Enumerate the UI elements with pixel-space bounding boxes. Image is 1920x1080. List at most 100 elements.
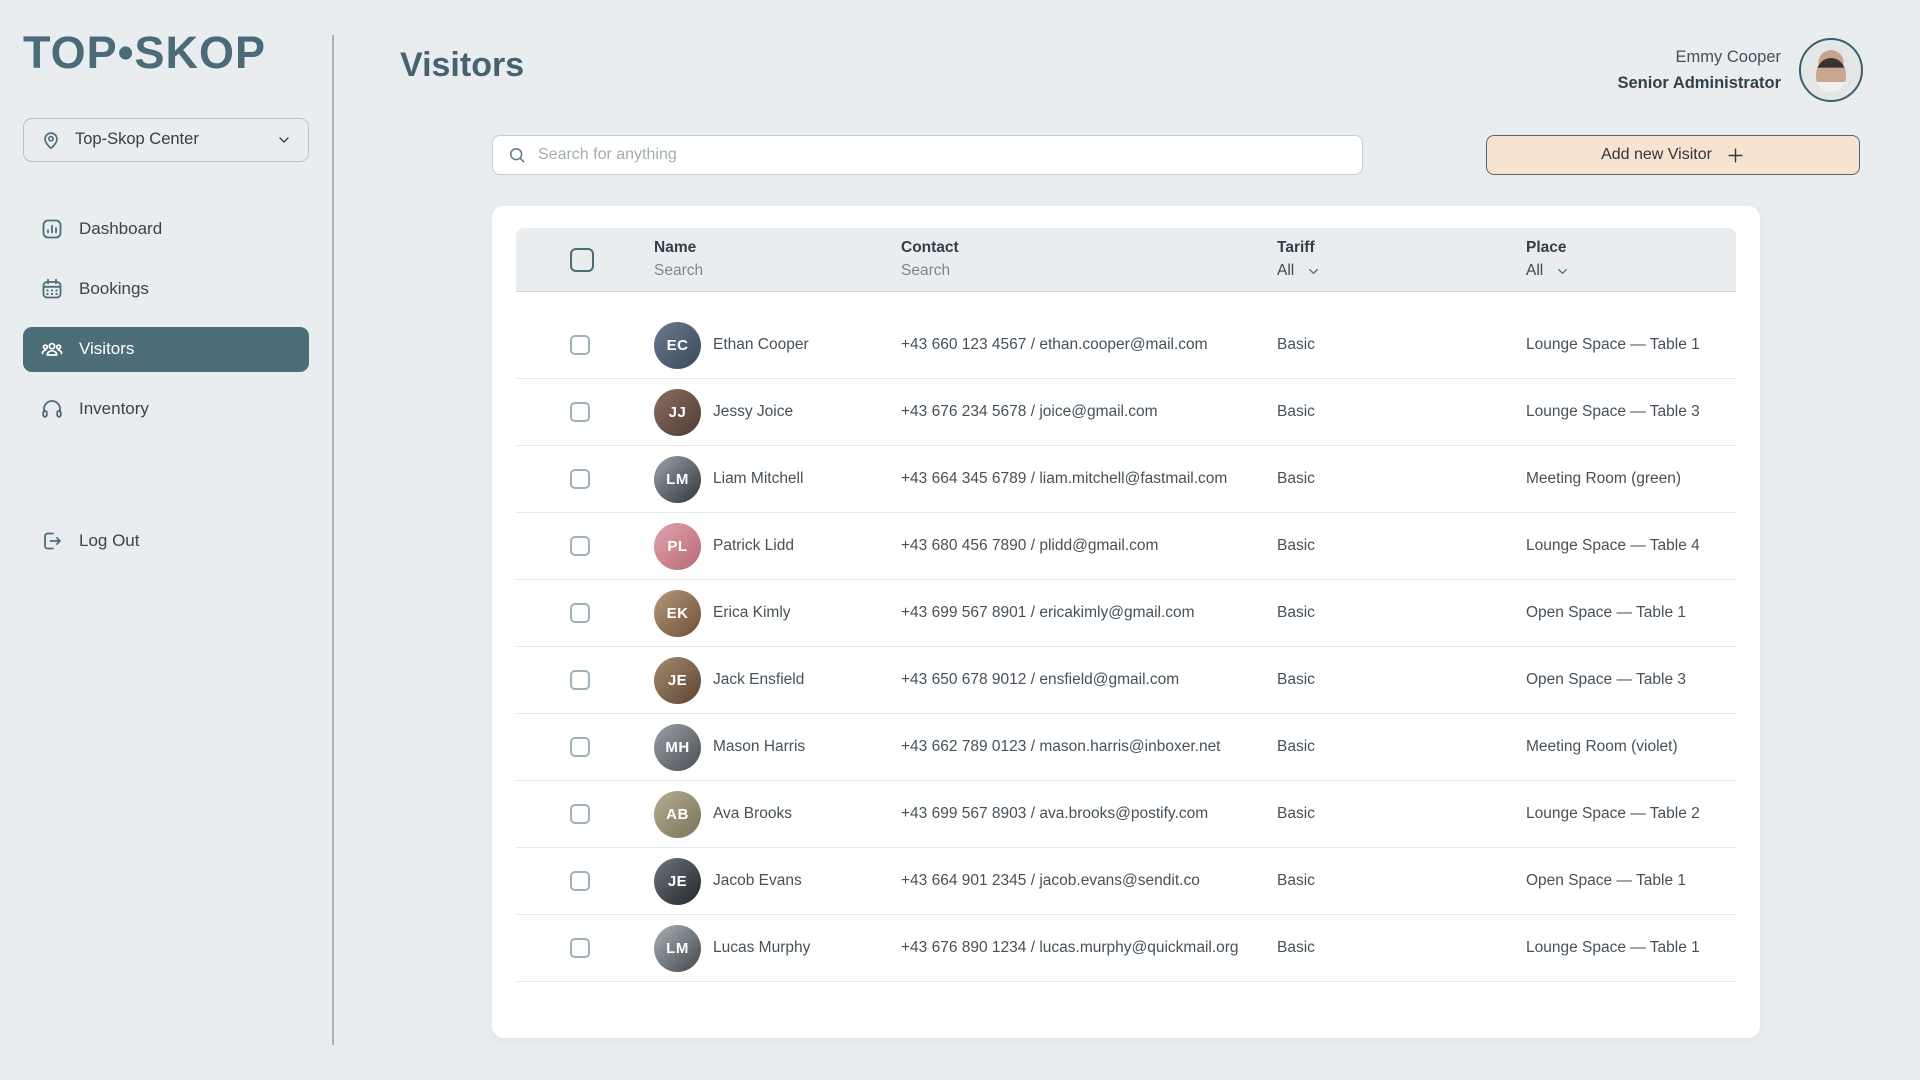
user-name: Emmy Cooper	[1675, 47, 1781, 66]
visitor-name: Jacob Evans	[713, 872, 802, 889]
row-checkbox[interactable]	[570, 536, 590, 556]
table-row[interactable]: AB Ava Brooks +43 699 567 8903 / ava.bro…	[516, 781, 1736, 848]
add-new-visitor-button[interactable]: Add new Visitor	[1486, 135, 1860, 175]
chevron-down-icon	[1558, 268, 1568, 274]
tariff-filter-dropdown[interactable]: All	[1277, 262, 1526, 280]
avatar: EK	[654, 589, 701, 637]
visitor-contact: +43 680 456 7890 / plidd@gmail.com	[901, 537, 1159, 554]
visitor-place: Lounge Space — Table 2	[1526, 805, 1700, 822]
search-icon	[507, 145, 527, 165]
visitor-contact: +43 676 890 1234 / lucas.murphy@quickmai…	[901, 939, 1239, 956]
table-row[interactable]: LM Lucas Murphy +43 676 890 1234 / lucas…	[516, 915, 1736, 982]
visitors-table-card: Name Search Contact Search Tariff All Pl…	[492, 206, 1760, 1038]
main-content: Visitors Emmy Cooper Senior Administrato…	[400, 0, 1920, 1080]
visitor-tariff: Basic	[1277, 604, 1315, 621]
visitor-tariff: Basic	[1277, 336, 1315, 353]
avatar: EC	[654, 321, 701, 369]
row-checkbox[interactable]	[570, 938, 590, 958]
sidebar-item-dashboard[interactable]: Dashboard	[23, 207, 309, 252]
contact-filter[interactable]: Search	[901, 262, 951, 279]
visitor-name: Ava Brooks	[713, 805, 792, 822]
table-row[interactable]: PL Patrick Lidd +43 680 456 7890 / plidd…	[516, 513, 1736, 580]
users-icon	[40, 337, 64, 361]
sidebar-item-label: Bookings	[79, 279, 149, 298]
visitor-contact: +43 676 234 5678 / joice@gmail.com	[901, 403, 1158, 420]
visitor-tariff: Basic	[1277, 939, 1315, 956]
chevron-down-icon	[1309, 268, 1319, 274]
column-header-name: Name	[654, 239, 697, 256]
visitor-name: Lucas Murphy	[713, 939, 811, 956]
location-label: Top-Skop Center	[75, 130, 199, 148]
visitor-contact: +43 650 678 9012 / ensfield@gmail.com	[901, 671, 1180, 688]
visitor-name: Jessy Joice	[713, 403, 794, 420]
sidebar-item-bookings[interactable]: Bookings	[23, 267, 309, 312]
avatar: MH	[654, 723, 701, 771]
table-row[interactable]: EK Erica Kimly +43 699 567 8901 / ericak…	[516, 580, 1736, 647]
table-row[interactable]: MH Mason Harris +43 662 789 0123 / mason…	[516, 714, 1736, 781]
row-checkbox[interactable]	[570, 804, 590, 824]
row-checkbox[interactable]	[570, 469, 590, 489]
row-checkbox[interactable]	[570, 670, 590, 690]
name-filter[interactable]: Search	[654, 262, 704, 279]
search-box	[492, 135, 1363, 175]
sidebar-item-label: Visitors	[79, 339, 135, 358]
row-checkbox[interactable]	[570, 603, 590, 623]
search-input[interactable]	[538, 146, 1348, 164]
select-all-checkbox[interactable]	[570, 247, 594, 272]
avatar: JE	[654, 857, 701, 905]
user-avatar	[1799, 38, 1863, 102]
table-row[interactable]: LM Liam Mitchell +43 664 345 6789 / liam…	[516, 446, 1736, 513]
row-checkbox[interactable]	[570, 402, 590, 422]
plus-icon	[1726, 146, 1745, 165]
location-selector[interactable]: Top-Skop Center	[23, 117, 309, 162]
row-checkbox[interactable]	[570, 335, 590, 355]
sidebar: TOP•SKOP Top-Skop Center Dashboard	[0, 0, 333, 1080]
dashboard-icon	[40, 217, 64, 241]
visitor-place: Open Space — Table 1	[1526, 872, 1686, 889]
avatar: PL	[654, 522, 701, 570]
visitor-place: Lounge Space — Table 1	[1526, 939, 1700, 956]
table-header: Name Search Contact Search Tariff All Pl…	[516, 228, 1736, 292]
location-pin-icon	[40, 129, 62, 151]
visitor-contact: +43 664 345 6789 / liam.mitchell@fastmai…	[901, 470, 1228, 487]
visitor-place: Open Space — Table 1	[1526, 604, 1686, 621]
visitor-name: Mason Harris	[713, 738, 806, 755]
visitor-name: Patrick Lidd	[713, 537, 794, 554]
visitor-place: Lounge Space — Table 4	[1526, 537, 1700, 554]
table-row[interactable]: JE Jack Ensfield +43 650 678 9012 / ensf…	[516, 647, 1736, 714]
column-header-place: Place	[1526, 239, 1567, 256]
visitor-tariff: Basic	[1277, 537, 1315, 554]
chevron-down-icon	[276, 132, 292, 148]
row-checkbox[interactable]	[570, 871, 590, 891]
table-row[interactable]: JE Jacob Evans +43 664 901 2345 / jacob.…	[516, 848, 1736, 915]
sidebar-item-inventory[interactable]: Inventory	[23, 387, 309, 432]
visitor-tariff: Basic	[1277, 671, 1315, 688]
visitor-contact: +43 664 901 2345 / jacob.evans@sendit.co	[901, 872, 1200, 889]
logout-icon	[40, 529, 64, 553]
avatar: JE	[654, 656, 701, 704]
table-row[interactable]: EC Ethan Cooper +43 660 123 4567 / ethan…	[516, 312, 1736, 379]
visitor-name: Erica Kimly	[713, 604, 791, 621]
visitor-contact: +43 662 789 0123 / mason.harris@inboxer.…	[901, 738, 1221, 755]
sidebar-item-label: Inventory	[79, 399, 149, 418]
user-block: Emmy Cooper Senior Administrator	[1618, 38, 1863, 102]
logout-label: Log Out	[79, 530, 140, 550]
table-row[interactable]: JJ Jessy Joice +43 676 234 5678 / joice@…	[516, 379, 1736, 446]
sidebar-divider	[332, 35, 334, 1045]
logout-button[interactable]: Log Out	[23, 518, 157, 563]
visitor-name: Jack Ensfield	[713, 671, 805, 688]
place-filter-dropdown[interactable]: All	[1526, 262, 1736, 280]
visitor-name: Ethan Cooper	[713, 336, 809, 353]
visitor-name: Liam Mitchell	[713, 470, 804, 487]
sidebar-item-label: Dashboard	[79, 219, 163, 238]
calendar-icon	[40, 277, 64, 301]
row-checkbox[interactable]	[570, 737, 590, 757]
add-button-label: Add new Visitor	[1601, 146, 1712, 163]
visitor-contact: +43 699 567 8901 / ericakimly@gmail.com	[901, 604, 1195, 621]
sidebar-menu: Dashboard Bookings	[23, 207, 309, 432]
sidebar-item-visitors[interactable]: Visitors	[23, 326, 309, 372]
visitor-tariff: Basic	[1277, 872, 1315, 889]
visitor-tariff: Basic	[1277, 805, 1315, 822]
page-title: Visitors	[400, 46, 525, 84]
visitor-tariff: Basic	[1277, 403, 1315, 420]
